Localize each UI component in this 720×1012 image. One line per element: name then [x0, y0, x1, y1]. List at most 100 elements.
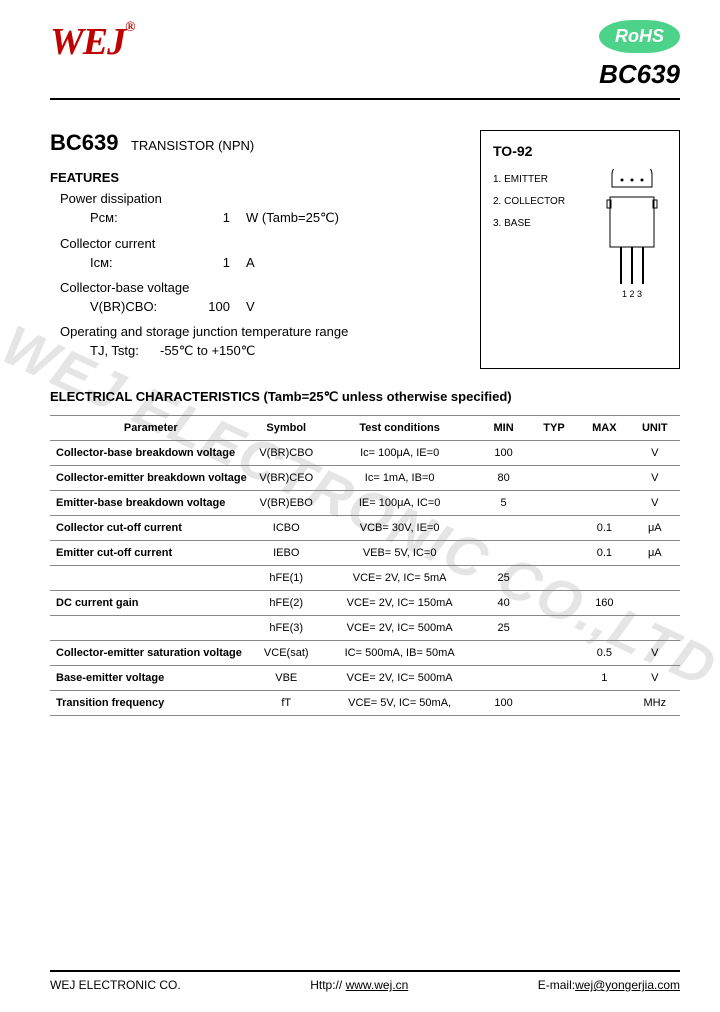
table-header: MIN [478, 416, 528, 441]
package-diagram: TO-92 1. EMITTER 2. COLLECTOR 3. BASE [480, 130, 680, 369]
package-name: TO-92 [493, 143, 667, 159]
table-cell [529, 591, 579, 616]
rohs-badge: RoHS [599, 20, 680, 53]
part-number: BC639 [50, 130, 118, 155]
table-cell: 5 [478, 491, 528, 516]
table-cell: IEBO [252, 541, 321, 566]
temp-row: TJ, Tstg: -55℃ to +150℃ [90, 343, 460, 359]
table-cell: VCE= 2V, IC= 5mA [321, 566, 479, 591]
page-footer: WEJ ELECTRONIC CO. Http:// www.wej.cn E-… [50, 970, 680, 992]
table-row: hFE(3)VCE= 2V, IC= 500mA25 [50, 616, 680, 641]
table-header: Test conditions [321, 416, 479, 441]
table-cell: VCE= 2V, IC= 500mA [321, 616, 479, 641]
table-cell: μA [630, 541, 680, 566]
table-cell [478, 666, 528, 691]
company-logo: WEJ® [50, 20, 135, 64]
table-row: Emitter cut-off currentIEBOVEB= 5V, IC=0… [50, 541, 680, 566]
table-cell [529, 491, 579, 516]
table-cell [529, 516, 579, 541]
table-row: DC current gainhFE(2)VCE= 2V, IC= 150mA4… [50, 591, 680, 616]
table-cell: Collector cut-off current [50, 516, 252, 541]
feature-label: Collector current [60, 236, 460, 251]
table-cell [579, 691, 629, 716]
table-cell: Emitter-base breakdown voltage [50, 491, 252, 516]
table-cell [529, 566, 579, 591]
table-cell: Ic= 1mA, IB=0 [321, 466, 479, 491]
table-header: TYP [529, 416, 579, 441]
table-cell [50, 616, 252, 641]
feature-row: Pᴄᴍ: 1 W (Tamb=25℃) [90, 210, 460, 226]
table-cell [630, 566, 680, 591]
table-cell: Collector-base breakdown voltage [50, 441, 252, 466]
table-cell [478, 541, 528, 566]
table-cell [478, 516, 528, 541]
table-row: Collector cut-off currentICBOVCB= 30V, I… [50, 516, 680, 541]
table-cell: 100 [478, 691, 528, 716]
table-header: Parameter [50, 416, 252, 441]
table-row: Collector-emitter breakdown voltageV(BR)… [50, 466, 680, 491]
pin-label: 2. COLLECTOR [493, 191, 589, 213]
table-cell: V(BR)CBO [252, 441, 321, 466]
footer-url: Http:// www.wej.cn [310, 978, 408, 992]
table-cell [630, 616, 680, 641]
table-cell: μA [630, 516, 680, 541]
table-cell: V(BR)CEO [252, 466, 321, 491]
feature-label: Power dissipation [60, 191, 460, 206]
table-cell: Base-emitter voltage [50, 666, 252, 691]
table-cell: V [630, 666, 680, 691]
table-cell: 1 [579, 666, 629, 691]
table-cell [529, 466, 579, 491]
table-cell: 0.1 [579, 516, 629, 541]
table-cell: V [630, 491, 680, 516]
table-row: Transition frequencyfTVCE= 5V, IC= 50mA,… [50, 691, 680, 716]
table-cell: V [630, 466, 680, 491]
table-cell: hFE(2) [252, 591, 321, 616]
table-header: UNIT [630, 416, 680, 441]
table-cell [579, 466, 629, 491]
table-cell [579, 491, 629, 516]
table-cell: VEB= 5V, IC=0 [321, 541, 479, 566]
electrical-heading: ELECTRICAL CHARACTERISTICS (Tamb=25℃ unl… [50, 389, 680, 405]
electrical-table: ParameterSymbolTest conditionsMINTYPMAXU… [50, 415, 680, 716]
table-cell: 100 [478, 441, 528, 466]
page-header: WEJ® RoHS BC639 [50, 20, 680, 100]
table-cell [529, 691, 579, 716]
table-cell [579, 441, 629, 466]
table-header: MAX [579, 416, 629, 441]
table-cell [630, 591, 680, 616]
table-cell: Collector-emitter breakdown voltage [50, 466, 252, 491]
feature-label: Collector-base voltage [60, 280, 460, 295]
table-cell: DC current gain [50, 591, 252, 616]
table-cell: 25 [478, 566, 528, 591]
table-cell [579, 566, 629, 591]
table-cell: 40 [478, 591, 528, 616]
to92-icon: 1 2 3 [597, 169, 667, 299]
table-cell: VCE= 2V, IC= 500mA [321, 666, 479, 691]
table-cell: V [630, 641, 680, 666]
table-cell: VCE= 2V, IC= 150mA [321, 591, 479, 616]
table-row: Base-emitter voltageVBEVCE= 2V, IC= 500m… [50, 666, 680, 691]
table-cell [529, 616, 579, 641]
title-row: BC639 TRANSISTOR (NPN) [50, 130, 460, 156]
table-cell [478, 641, 528, 666]
footer-company: WEJ ELECTRONIC CO. [50, 978, 181, 992]
table-cell: hFE(3) [252, 616, 321, 641]
table-cell: 80 [478, 466, 528, 491]
table-cell [529, 641, 579, 666]
feature-row: V(BR)CBO: 100 V [90, 299, 460, 314]
table-cell: VCE= 5V, IC= 50mA, [321, 691, 479, 716]
table-cell [529, 541, 579, 566]
temp-label: Operating and storage junction temperatu… [60, 324, 460, 339]
table-cell: V [630, 441, 680, 466]
table-row: Emitter-base breakdown voltageV(BR)EBOIE… [50, 491, 680, 516]
table-cell: IE= 100μA, IC=0 [321, 491, 479, 516]
table-cell: 0.5 [579, 641, 629, 666]
table-cell: Transition frequency [50, 691, 252, 716]
table-row: hFE(1)VCE= 2V, IC= 5mA25 [50, 566, 680, 591]
svg-text:1 2 3: 1 2 3 [622, 289, 642, 299]
header-part-number: BC639 [599, 59, 680, 90]
table-cell: Ic= 100μA, IE=0 [321, 441, 479, 466]
table-cell: ICBO [252, 516, 321, 541]
table-cell: 0.1 [579, 541, 629, 566]
table-cell: VCE(sat) [252, 641, 321, 666]
